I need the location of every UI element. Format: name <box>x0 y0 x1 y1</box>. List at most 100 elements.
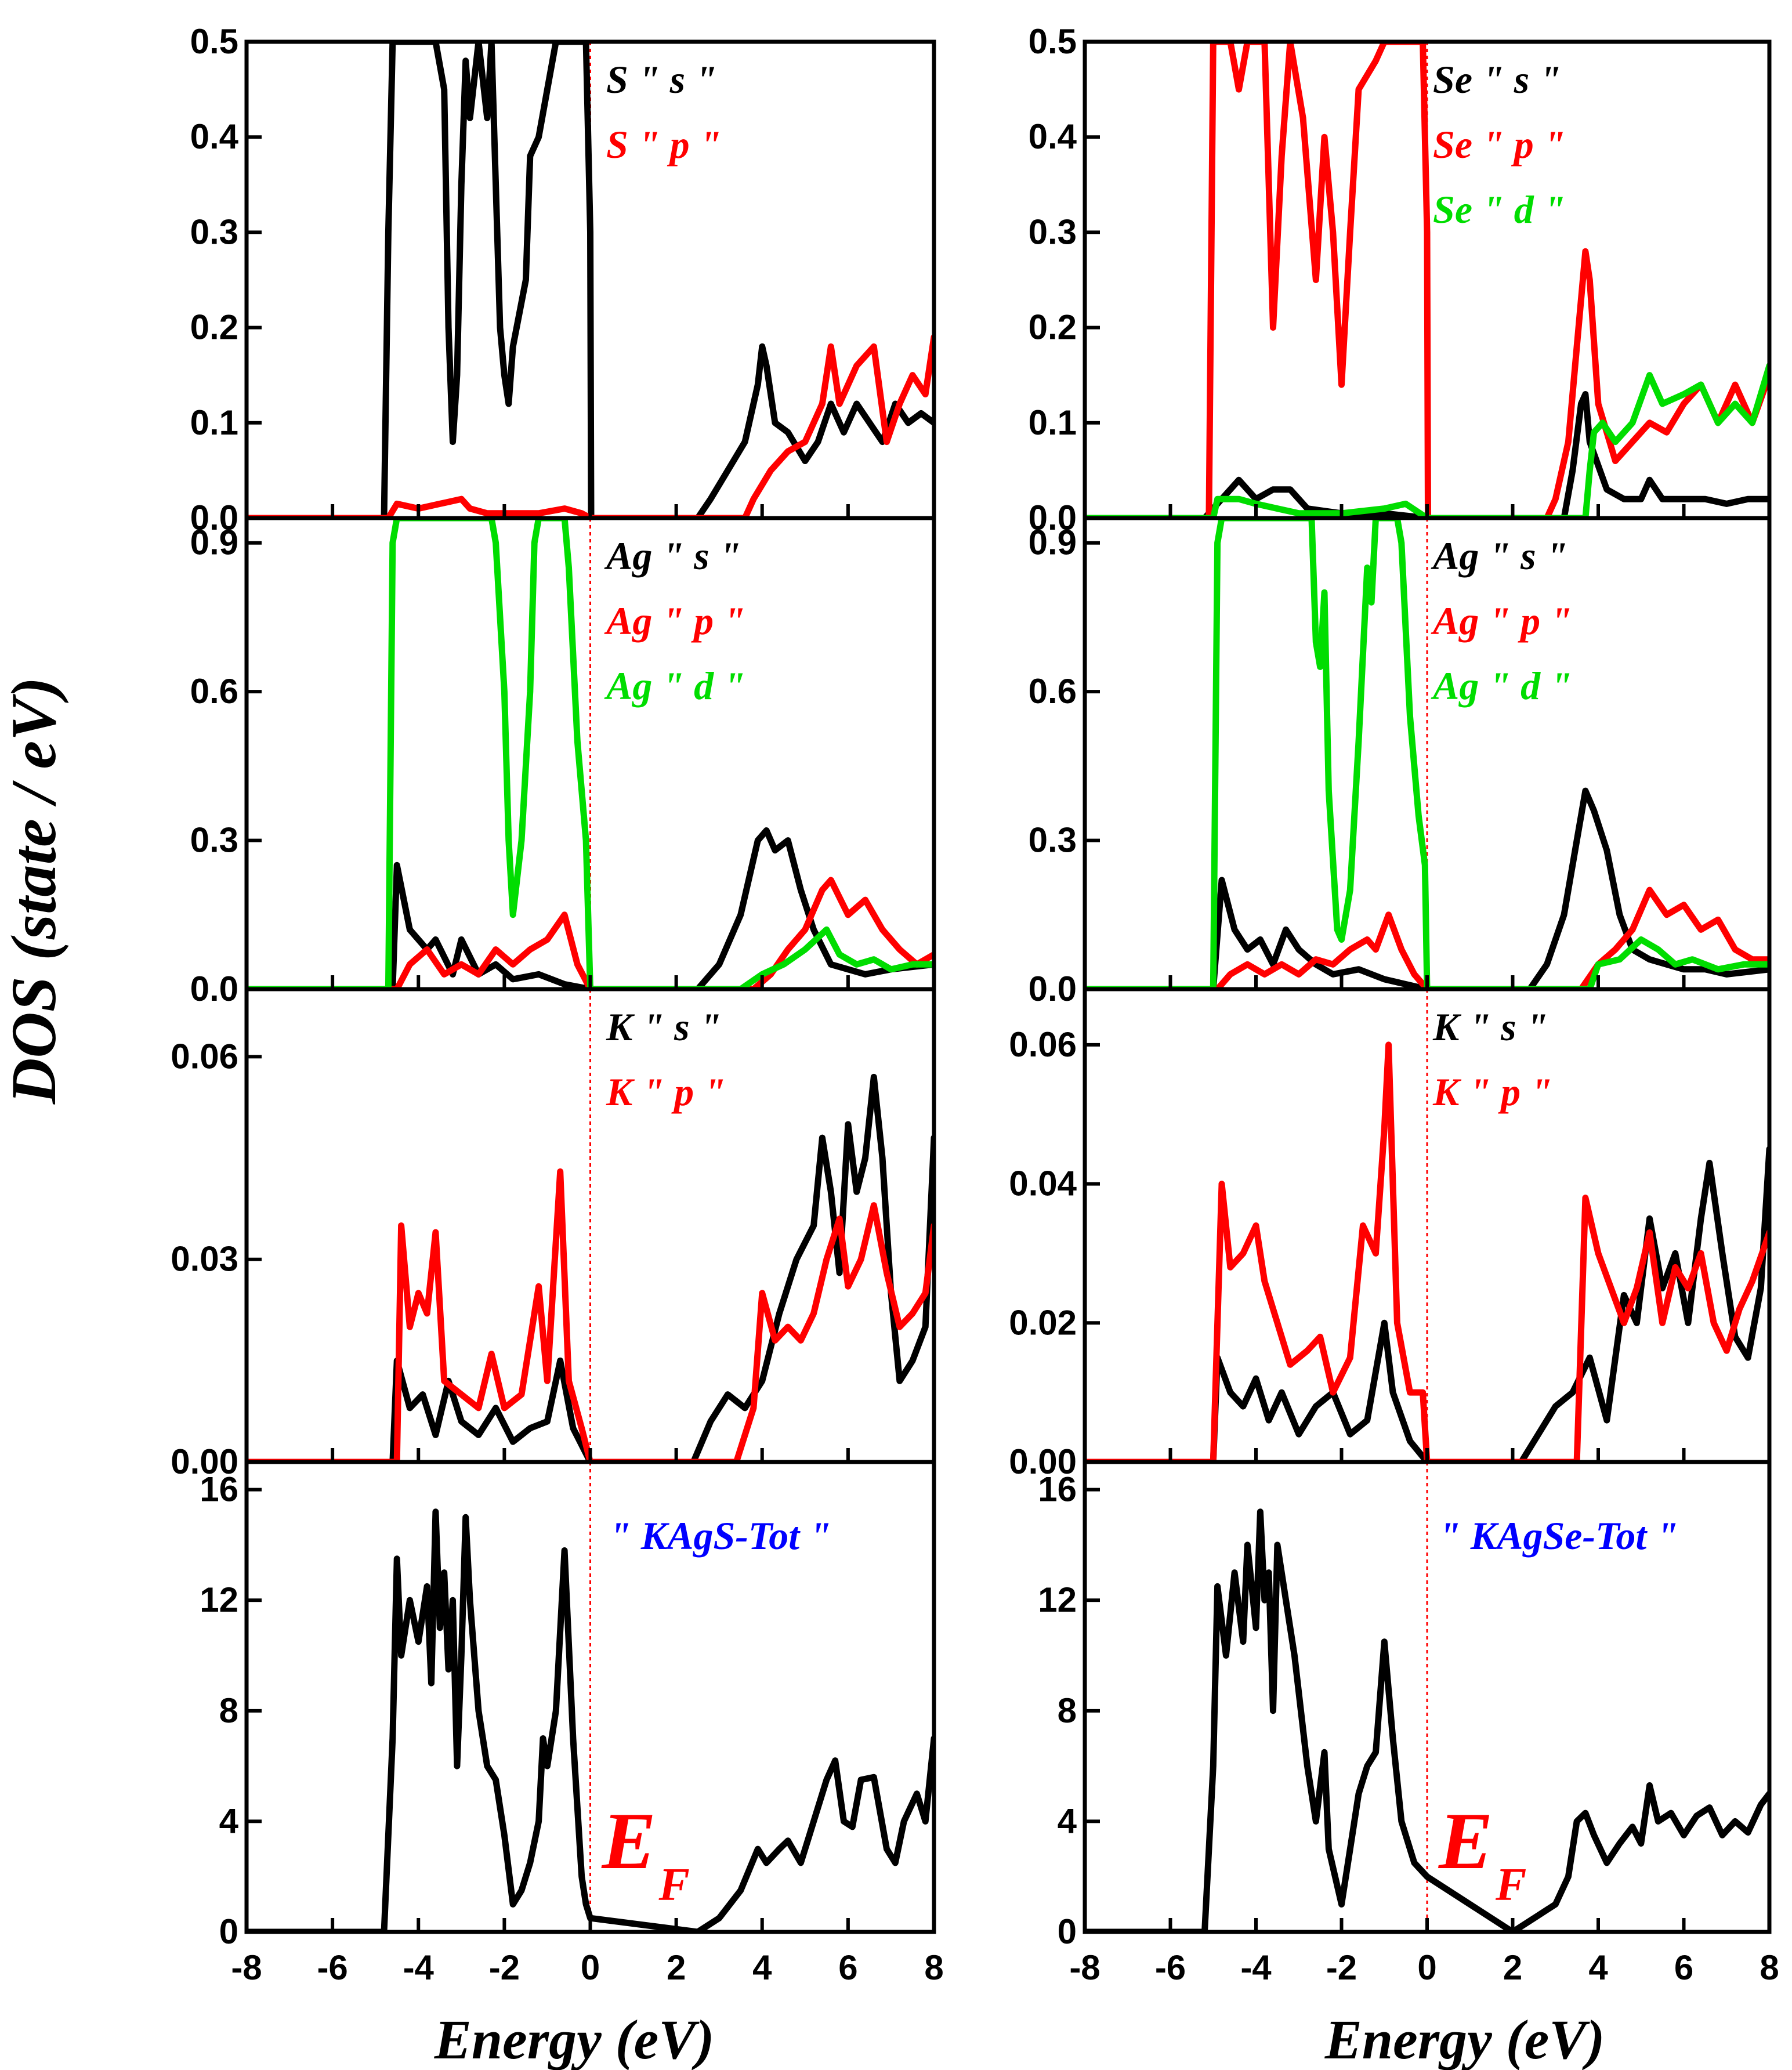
y-tick-label: 0.2 <box>190 308 238 347</box>
x-tick-label: -6 <box>1155 1948 1186 1987</box>
x-tick-label: 4 <box>752 1948 772 1987</box>
y-tick-label: 0.4 <box>1029 117 1077 156</box>
panel-grid: 0.00.10.20.30.40.5S " s "S " p "0.00.10.… <box>171 22 1779 1987</box>
x-tick-label: -8 <box>1069 1948 1100 1987</box>
fermi-label: E <box>1438 1796 1493 1886</box>
series-group <box>1085 1041 1769 1462</box>
series-group <box>247 518 934 989</box>
x-tick-label: 8 <box>1760 1948 1779 1987</box>
series-group <box>1085 42 1769 518</box>
series-group <box>247 1508 934 1932</box>
y-tick-label: 12 <box>1038 1580 1077 1619</box>
series-line-1 <box>247 877 934 989</box>
fermi-label: E <box>601 1796 656 1886</box>
series-line-2 <box>1085 362 1769 518</box>
y-tick-label: 0.4 <box>190 117 239 156</box>
legend-label: Ag " p " <box>1431 599 1572 643</box>
x-axis-title-right: Energy (eV) <box>1324 2009 1605 2070</box>
y-tick-label: 0.0 <box>190 969 238 1008</box>
y-tick-label: 16 <box>200 1470 238 1509</box>
y-axis-title: DOS (state / eV) <box>0 677 69 1105</box>
legend-label: S " s " <box>606 57 717 102</box>
y-tick-label: 0.0 <box>1029 498 1077 537</box>
x-axis-title-left: Energy (eV) <box>434 2009 715 2070</box>
y-tick-label: 0.1 <box>1029 403 1077 442</box>
series-line-1 <box>1085 886 1769 989</box>
y-tick-label: 0.6 <box>190 672 238 711</box>
series-group <box>247 42 934 518</box>
legend-label: Ag " d " <box>1431 664 1572 708</box>
y-tick-label: 16 <box>1038 1470 1077 1509</box>
y-tick-label: 8 <box>1058 1691 1077 1730</box>
y-tick-label: 0.04 <box>1009 1164 1077 1203</box>
y-tick-label: 0.2 <box>1029 308 1077 347</box>
y-tick-label: 0.06 <box>171 1037 238 1076</box>
y-tick-label: 0.9 <box>1029 523 1077 562</box>
series-line-0 <box>1085 787 1769 989</box>
y-tick-label: 0.3 <box>190 821 238 860</box>
legend-label: Ag " d " <box>604 664 745 708</box>
panel-kagse-ag: 0.0 0.3 0.6 0.9 Ag " s " Ag " p " Ag " d " <box>1029 516 1772 1008</box>
x-tick-label: 0 <box>1417 1948 1436 1987</box>
y-tick-label: 0.3 <box>1029 212 1077 251</box>
y-tick-label: 0.5 <box>1029 22 1077 61</box>
series-group <box>247 1073 934 1462</box>
y-tick-label: 4 <box>1058 1801 1077 1840</box>
series-line-0 <box>1085 391 1769 518</box>
y-tick-label: 0 <box>1058 1912 1077 1951</box>
series-line-0 <box>247 42 934 518</box>
series-line-2 <box>247 518 934 989</box>
series-group <box>1085 1508 1769 1932</box>
series-line-1 <box>1085 1041 1769 1462</box>
x-tick-label: 4 <box>1588 1948 1608 1987</box>
legend-label: Ag " s " <box>1431 534 1567 578</box>
panel-kagse-tot: 0 4 8 12 16 -8 -6 -4 -2 0 2 4 6 8 " KAgSe-Tot " E F <box>1038 1460 1779 1987</box>
legend-label: Se " s " <box>1433 57 1561 102</box>
panel-kags-tot: 0 4 8 12 16 -8 -6 -4 -2 0 2 4 6 8 " KAgS-Tot " E F <box>200 1460 944 1987</box>
series-line-1 <box>247 334 934 518</box>
x-tick-label: 0 <box>581 1948 600 1987</box>
x-tick-label: -8 <box>231 1948 262 1987</box>
legend-label: K " p " <box>1432 1070 1552 1114</box>
y-tick-label: 0.5 <box>190 22 238 61</box>
y-tick-label: 0.6 <box>1029 672 1077 711</box>
series-line-0 <box>1085 1508 1769 1932</box>
x-tick-label: -6 <box>317 1948 347 1987</box>
legend-label: K " s " <box>606 1005 721 1049</box>
series-line-1 <box>1085 42 1769 518</box>
series-line-0 <box>247 1508 934 1932</box>
x-tick-label: 6 <box>838 1948 857 1987</box>
y-tick-label: 4 <box>219 1801 239 1840</box>
x-tick-label: 2 <box>1503 1948 1522 1987</box>
fermi-label-subscript: F <box>658 1859 690 1910</box>
y-tick-label: 0.0 <box>190 498 238 537</box>
y-tick-label: 0.1 <box>190 403 238 442</box>
y-tick-label: 12 <box>200 1580 238 1619</box>
legend-label: Se " d " <box>1433 187 1566 231</box>
y-tick-label: 0.0 <box>1029 969 1077 1008</box>
x-tick-label: -4 <box>1240 1948 1272 1987</box>
y-tick-label: 0.00 <box>1009 1442 1077 1481</box>
legend-label: Ag " p " <box>604 599 745 643</box>
series-group <box>1085 518 1769 989</box>
legend-label: Se " p " <box>1433 122 1566 167</box>
y-tick-label: 0.03 <box>171 1240 238 1279</box>
panel-kags-s: 0.0 0.1 0.2 0.3 0.4 0.5 S " s " S " p " <box>190 22 936 537</box>
x-tick-label: 6 <box>1674 1948 1693 1987</box>
x-tick-label: -2 <box>1326 1948 1357 1987</box>
series-line-2 <box>1085 518 1769 989</box>
x-tick-label: -4 <box>403 1948 435 1987</box>
series-line-0 <box>1085 1146 1769 1462</box>
panel-kagse-se: 0.0 0.1 0.2 0.3 0.4 0.5 Se " s " Se " p " Se " d… <box>1029 22 1772 537</box>
series-line-1 <box>247 1168 934 1462</box>
panel-kags-ag: 0.0 0.3 0.6 0.9 Ag " s " Ag " p " Ag " d " <box>190 516 936 1008</box>
y-tick-label: 0.06 <box>1009 1025 1077 1064</box>
y-tick-label: 8 <box>219 1691 238 1730</box>
panel-title: " KAgSe-Tot " <box>1439 1514 1678 1558</box>
y-tick-label: 0 <box>219 1912 238 1951</box>
y-tick-label: 0.00 <box>171 1442 238 1481</box>
series-line-0 <box>247 827 934 989</box>
x-tick-label: 8 <box>924 1948 943 1987</box>
